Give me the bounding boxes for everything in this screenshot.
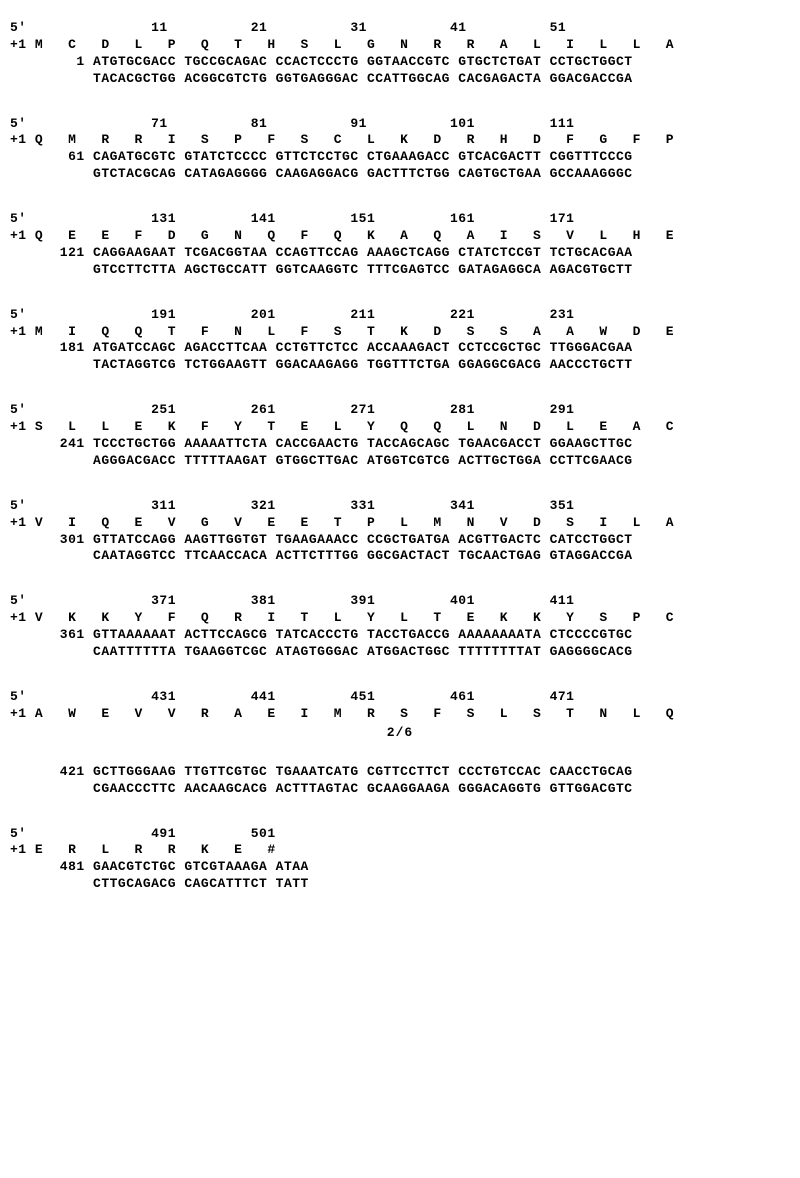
sequence-block: 5' 71 81 91 101 111 +1 Q M R R I S P F S… — [10, 116, 790, 184]
ruler-line: 5' 371 381 391 401 411 — [10, 593, 790, 610]
dna-antisense-line: AGGGACGACC TTTTTAAGAT GTGGCTTGAC ATGGTCG… — [10, 453, 790, 470]
dna-sense-line: 301 GTTATCCAGG AAGTTGGTGT TGAAGAAACC CCG… — [10, 532, 790, 549]
sequence-block-dna: 421 GCTTGGGAAG TTGTTCGTGC TGAAATCATG CGT… — [10, 764, 790, 798]
dna-sense-line: 61 CAGATGCGTC GTATCTCCCC GTTCTCCTGC CTGA… — [10, 149, 790, 166]
amino-acid-line: +1 V I Q E V G V E E T P L M N V D S I L… — [10, 515, 790, 532]
dna-antisense-line: CAATTTTTTA TGAAGGTCGC ATAGTGGGAC ATGGACT… — [10, 644, 790, 661]
sequence-block: 5' 371 381 391 401 411 +1 V K K Y F Q R … — [10, 593, 790, 661]
dna-antisense-line: CAATAGGTCC TTCAACCACA ACTTCTTTGG GGCGACT… — [10, 548, 790, 565]
ruler-line: 5' 71 81 91 101 111 — [10, 116, 790, 133]
dna-sense-line: 361 GTTAAAAAAT ACTTCCAGCG TATCACCCTG TAC… — [10, 627, 790, 644]
ruler-line: 5' 11 21 31 41 51 — [10, 20, 790, 37]
dna-sense-line: 481 GAACGTCTGC GTCGTAAAGA ATAA — [10, 859, 790, 876]
dna-sense-line: 421 GCTTGGGAAG TTGTTCGTGC TGAAATCATG CGT… — [10, 764, 790, 781]
amino-acid-line: +1 V K K Y F Q R I T L Y L T E K K Y S P… — [10, 610, 790, 627]
sequence-block: 5' 491 501 +1 E R L R R K E # 481 GAACGT… — [10, 826, 790, 894]
sequence-block: 5' 251 261 271 281 291 +1 S L L E K F Y … — [10, 402, 790, 470]
ruler-line: 5' 431 441 451 461 471 — [10, 689, 790, 706]
dna-sense-line: 181 ATGATCCAGC AGACCTTCAA CCTGTTCTCC ACC… — [10, 340, 790, 357]
amino-acid-line: +1 M C D L P Q T H S L G N R R A L I L L… — [10, 37, 790, 54]
amino-acid-line: +1 A W E V V R A E I M R S F S L S T N L… — [10, 706, 790, 723]
ruler-line: 5' 191 201 211 221 231 — [10, 307, 790, 324]
sequence-block: 5' 431 441 451 461 471 +1 A W E V V R A … — [10, 689, 790, 723]
dna-sense-line: 241 TCCCTGCTGG AAAAATTCTA CACCGAACTG TAC… — [10, 436, 790, 453]
ruler-line: 5' 311 321 331 341 351 — [10, 498, 790, 515]
sequence-block: 5' 311 321 331 341 351 +1 V I Q E V G V … — [10, 498, 790, 566]
ruler-line: 5' 131 141 151 161 171 — [10, 211, 790, 228]
amino-acid-line: +1 S L L E K F Y T E L Y Q Q L N D L E A… — [10, 419, 790, 436]
ruler-line: 5' 251 261 271 281 291 — [10, 402, 790, 419]
page-marker: 2/6 — [10, 725, 790, 740]
amino-acid-line: +1 E R L R R K E # — [10, 842, 790, 859]
sequence-block: 5' 131 141 151 161 171 +1 Q E E F D G N … — [10, 211, 790, 279]
dna-antisense-line: GTCCTTCTTA AGCTGCCATT GGTCAAGGTC TTTCGAG… — [10, 262, 790, 279]
dna-sense-line: 121 CAGGAAGAAT TCGACGGTAA CCAGTTCCAG AAA… — [10, 245, 790, 262]
sequence-block: 5' 191 201 211 221 231 +1 M I Q Q T F N … — [10, 307, 790, 375]
amino-acid-line: +1 M I Q Q T F N L F S T K D S S A A W D… — [10, 324, 790, 341]
dna-antisense-line: TACACGCTGG ACGGCGTCTG GGTGAGGGAC CCATTGG… — [10, 71, 790, 88]
dna-antisense-line: CTTGCAGACG CAGCATTTCT TATT — [10, 876, 790, 893]
amino-acid-line: +1 Q M R R I S P F S C L K D R H D F G F… — [10, 132, 790, 149]
dna-sense-line: 1 ATGTGCGACC TGCCGCAGAC CCACTCCCTG GGTAA… — [10, 54, 790, 71]
amino-acid-line: +1 Q E E F D G N Q F Q K A Q A I S V L H… — [10, 228, 790, 245]
dna-antisense-line: GTCTACGCAG CATAGAGGGG CAAGAGGACG GACTTTC… — [10, 166, 790, 183]
dna-antisense-line: TACTAGGTCG TCTGGAAGTT GGACAAGAGG TGGTTTC… — [10, 357, 790, 374]
sequence-block: 5' 11 21 31 41 51 +1 M C D L P Q T H S L… — [10, 20, 790, 88]
ruler-line: 5' 491 501 — [10, 826, 790, 843]
dna-antisense-line: CGAACCCTTC AACAAGCACG ACTTTAGTAC GCAAGGA… — [10, 781, 790, 798]
